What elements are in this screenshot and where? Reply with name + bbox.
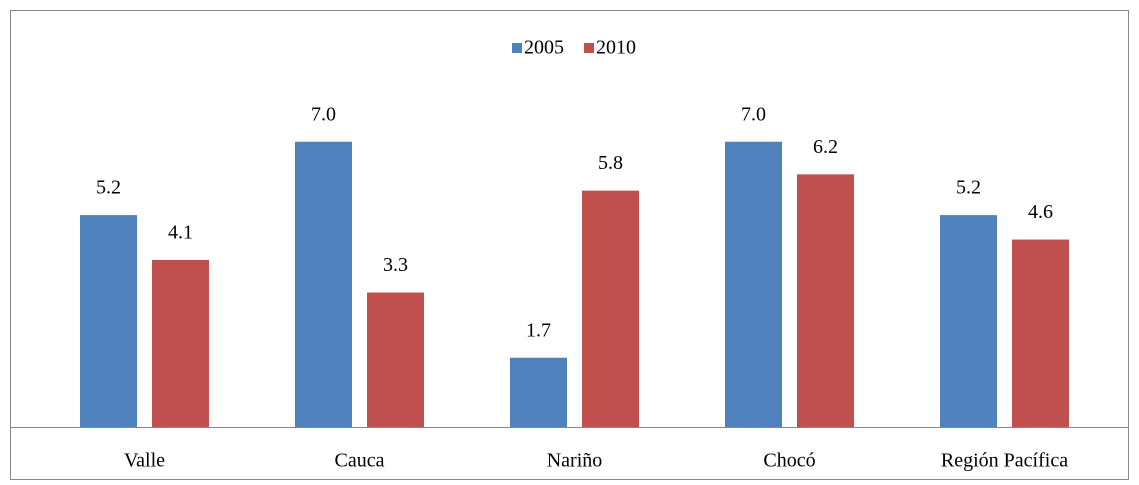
bar	[940, 215, 997, 427]
x-tick-label: Valle	[124, 450, 165, 472]
data-label: 3.3	[383, 254, 408, 276]
bar	[582, 190, 639, 427]
data-label: 5.8	[598, 152, 623, 174]
legend-swatch	[584, 43, 594, 53]
data-label: 5.2	[96, 177, 121, 199]
data-label: 4.1	[168, 222, 193, 244]
bar	[367, 292, 424, 427]
data-label: 7.0	[311, 103, 336, 125]
x-tick-label: Chocó	[763, 450, 815, 472]
x-tick-label: Nariño	[547, 450, 603, 472]
bar	[80, 215, 137, 427]
bar	[152, 259, 209, 427]
data-label: 4.6	[1028, 201, 1053, 223]
bar	[725, 141, 782, 427]
data-label: 1.7	[526, 319, 551, 341]
legend-label: 2005	[524, 37, 564, 59]
data-label: 5.2	[956, 177, 981, 199]
bar	[1012, 239, 1069, 427]
x-tick-label: Región Pacífica	[941, 450, 1068, 472]
data-label: 6.2	[813, 136, 838, 158]
bar	[510, 357, 567, 427]
bar	[797, 174, 854, 427]
data-label: 7.0	[741, 103, 766, 125]
x-tick-label: Cauca	[335, 450, 385, 472]
legend-label: 2010	[596, 37, 636, 59]
bar	[295, 141, 352, 427]
legend-swatch	[512, 43, 522, 53]
